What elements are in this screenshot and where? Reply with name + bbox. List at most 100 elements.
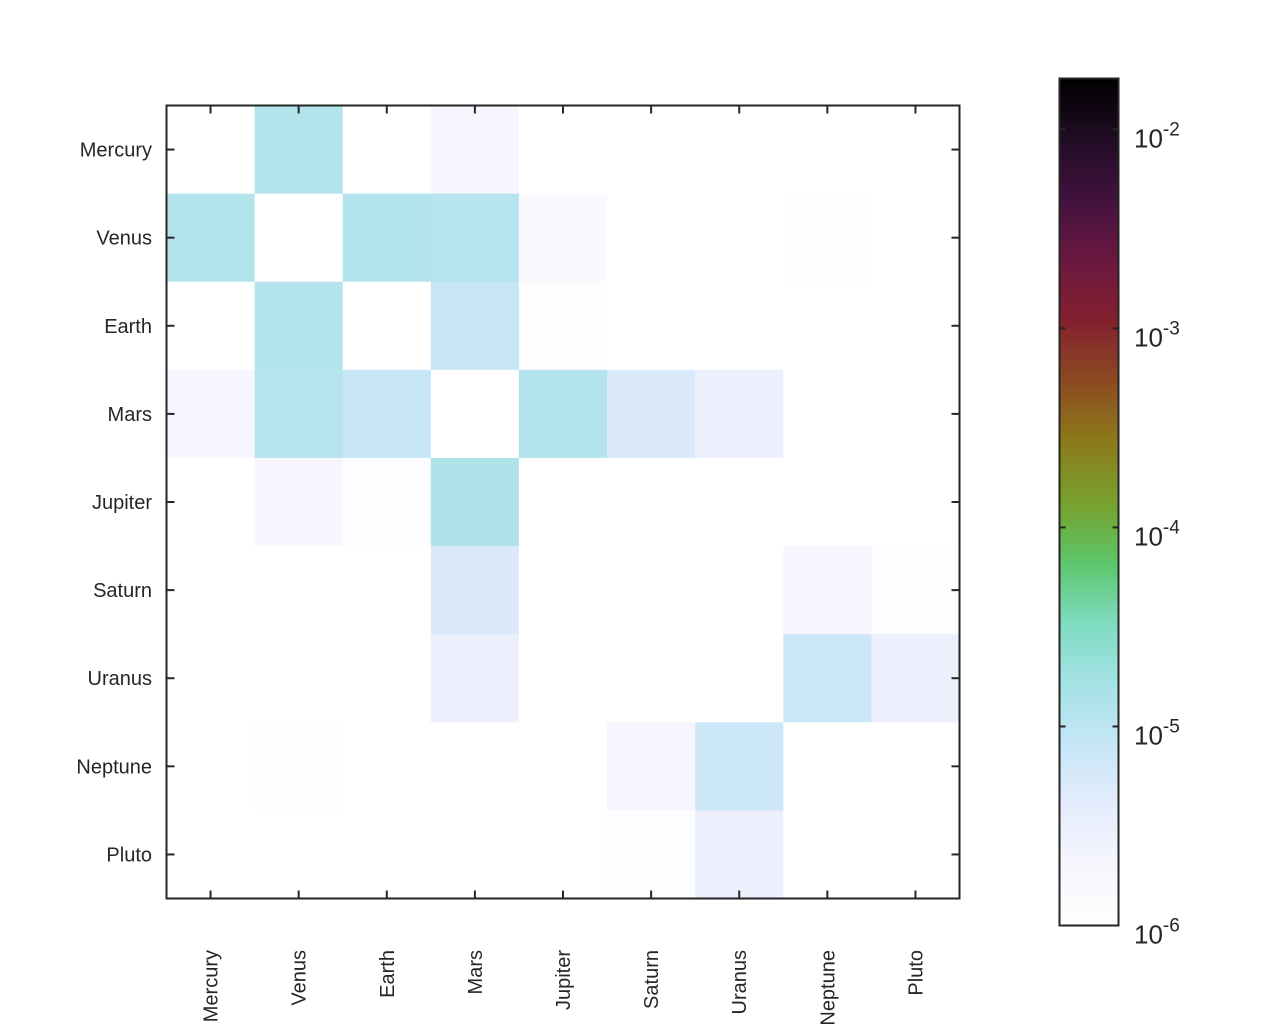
heatmap-cell — [607, 369, 696, 459]
heatmap-cell — [342, 810, 432, 899]
colorbar-tick-label: 10-5 — [1134, 716, 1180, 750]
heatmap-cell — [166, 105, 256, 195]
heatmap-cell — [518, 634, 608, 723]
heatmap-cell — [518, 193, 608, 283]
heatmap-cell — [342, 634, 432, 723]
heatmap-cell — [695, 281, 784, 371]
y-tick-label: Saturn — [93, 580, 152, 602]
heatmap-cell — [607, 193, 696, 283]
x-tick-label: Earth — [377, 950, 399, 998]
colorbar-tick-label: 10-4 — [1134, 517, 1180, 551]
heatmap-cell — [871, 369, 960, 459]
x-tick-label: Venus — [289, 950, 311, 1006]
heatmap-cell — [607, 105, 696, 195]
heatmap-cell — [783, 722, 872, 811]
heatmap-cell — [518, 810, 608, 899]
heatmap-cell — [430, 105, 520, 195]
x-axis-labels: Mercury Venus Earth Mars Jupiter Saturn Uranus… — [201, 950, 928, 1025]
heatmap-cell — [783, 546, 872, 635]
heatmap-cell — [871, 810, 960, 899]
y-tick-label: Neptune — [76, 756, 152, 778]
x-tick-label: Saturn — [641, 950, 663, 1009]
heatmap-cell — [430, 369, 520, 459]
heatmap-cell — [518, 546, 608, 635]
heatmap-cell — [871, 546, 960, 635]
y-tick-label: Pluto — [106, 844, 152, 866]
heatmap-cell — [695, 810, 784, 899]
heatmap-cell — [607, 281, 696, 371]
heatmap-cell — [783, 281, 872, 371]
heatmap-cell — [342, 369, 432, 459]
heatmap-cell — [607, 722, 696, 811]
heatmap-cell — [695, 634, 784, 723]
heatmap-cell — [342, 281, 432, 371]
heatmap-cell — [254, 281, 344, 371]
heatmap-cell — [518, 722, 608, 811]
y-tick-label: Mercury — [80, 140, 152, 162]
x-tick-label: Uranus — [729, 950, 751, 1014]
heatmap-cell — [254, 810, 344, 899]
colorbar: 10-6 10-5 10-4 10-3 10-2 — [1058, 77, 1180, 950]
heatmap-cell — [166, 722, 256, 811]
y-tick-label: Venus — [96, 228, 152, 250]
heatmap-cell — [607, 810, 696, 899]
heatmap-cell — [783, 634, 872, 723]
heatmap-cell — [518, 281, 608, 371]
heatmap-cell — [607, 457, 696, 547]
heatmap-cell — [166, 546, 256, 635]
heatmap-cells — [166, 105, 960, 899]
heatmap-cell — [695, 457, 784, 547]
x-axis-ticks — [209, 105, 917, 899]
heatmap-cell — [254, 634, 344, 723]
heatmap-cell — [254, 457, 344, 547]
colorbar-tick-label: 10-2 — [1134, 119, 1180, 153]
heatmap-cell — [430, 634, 520, 723]
colorbar-tick-label: 10-6 — [1134, 916, 1180, 950]
x-tick-label: Neptune — [817, 950, 839, 1025]
heatmap-cell — [166, 810, 256, 899]
heatmap-cell — [695, 722, 784, 811]
heatmap-cell — [871, 722, 960, 811]
heatmap-cell — [254, 105, 344, 195]
heatmap-cell — [430, 281, 520, 371]
heatmap-cell — [783, 457, 872, 547]
heatmap-cell — [430, 457, 520, 547]
colorbar-gradient — [1058, 77, 1120, 927]
heatmap-cell — [254, 369, 344, 459]
x-tick-label: Mars — [465, 950, 487, 994]
heatmap-cell — [783, 810, 872, 899]
y-tick-label: Earth — [104, 316, 152, 338]
heatmap-cell — [430, 193, 520, 283]
y-axis-labels: Mercury Venus Earth Mars Jupiter Saturn Uranus… — [76, 140, 152, 867]
heatmap-cell — [695, 546, 784, 635]
heatmap-cell — [607, 634, 696, 723]
heatmap-cell — [695, 369, 784, 459]
heatmap-cell — [166, 457, 256, 547]
heatmap-cell — [254, 193, 344, 283]
y-tick-label: Uranus — [88, 668, 152, 690]
heatmap-cell — [430, 546, 520, 635]
y-axis-ticks — [166, 148, 960, 856]
heatmap-cell — [871, 457, 960, 547]
x-tick-label: Pluto — [905, 950, 927, 996]
y-tick-label: Jupiter — [92, 492, 152, 514]
heatmap-cell — [871, 634, 960, 723]
x-tick-label: Mercury — [201, 950, 223, 1022]
heatmap-cell — [166, 281, 256, 371]
heatmap-cell — [871, 193, 960, 283]
heatmap-cell — [518, 369, 608, 459]
heatmap-cell — [430, 722, 520, 811]
colorbar-tick-label: 10-3 — [1134, 318, 1180, 352]
y-tick-label: Mars — [108, 404, 152, 426]
heatmap-cell — [607, 546, 696, 635]
heatmap-cell — [342, 105, 432, 195]
heatmap-cell — [871, 105, 960, 195]
heatmap-cell — [783, 193, 872, 283]
heatmap-cell — [254, 546, 344, 635]
heatmap-cell — [342, 722, 432, 811]
heatmap-cell — [430, 810, 520, 899]
heatmap-cell — [518, 457, 608, 547]
heatmap-cell — [166, 634, 256, 723]
heatmap-cell — [166, 369, 256, 459]
